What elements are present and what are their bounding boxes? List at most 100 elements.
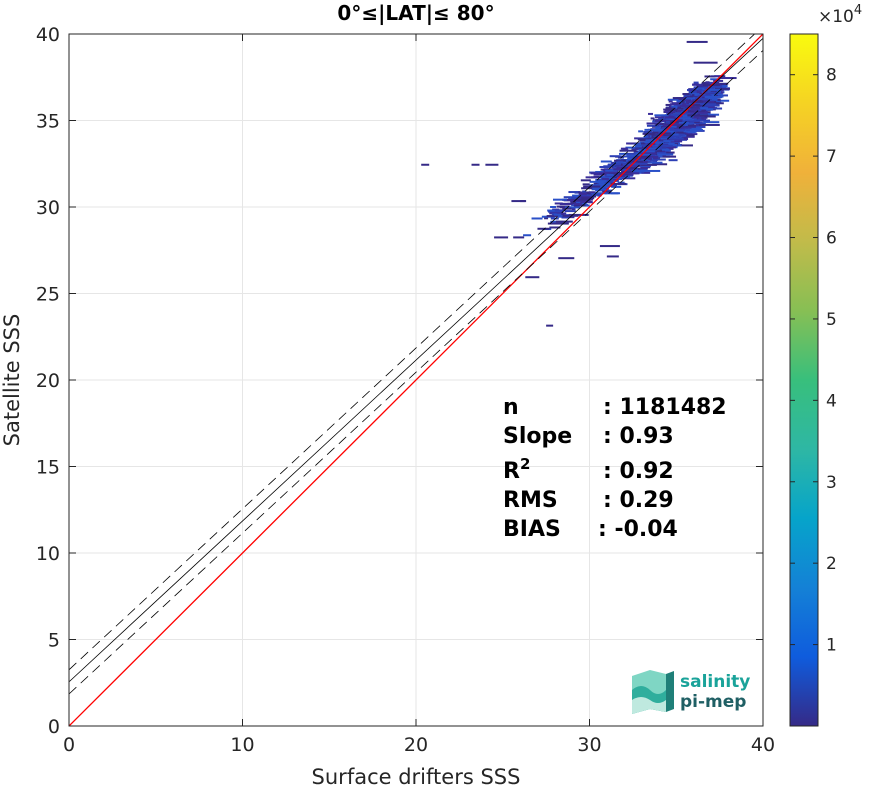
density-mark xyxy=(693,107,709,110)
density-mark xyxy=(612,162,621,165)
density-mark xyxy=(677,110,685,113)
density-mark xyxy=(631,162,648,165)
density-mark xyxy=(678,132,686,135)
density-mark xyxy=(701,82,706,85)
density-mark xyxy=(710,90,717,93)
density-mark xyxy=(592,193,602,196)
density-mark xyxy=(657,133,662,136)
density-mark xyxy=(599,183,611,186)
density-mark xyxy=(635,155,651,158)
density-mark xyxy=(713,79,724,82)
density-mark xyxy=(719,77,737,80)
density-mark xyxy=(692,98,701,101)
density-mark xyxy=(675,119,683,122)
fit-band-upper xyxy=(69,34,756,671)
density-mark xyxy=(656,139,667,142)
density-mark xyxy=(689,129,705,132)
density-mark xyxy=(674,115,689,118)
density-point xyxy=(686,134,695,137)
density-mark xyxy=(661,118,666,121)
density-mark xyxy=(630,168,647,171)
density-mark xyxy=(657,149,671,152)
density-mark xyxy=(549,226,561,229)
density-mark xyxy=(682,93,696,96)
density-mark xyxy=(709,82,715,85)
density-mark xyxy=(654,141,664,144)
density-point xyxy=(606,255,619,258)
density-mark xyxy=(681,98,690,101)
density-mark xyxy=(578,196,593,199)
density-mark xyxy=(595,189,613,192)
density-mark xyxy=(634,145,642,148)
density-mark xyxy=(672,133,679,136)
density-mark xyxy=(687,127,702,130)
density-mark xyxy=(660,144,673,147)
y-tick-label: 15 xyxy=(36,457,60,479)
density-mark xyxy=(568,191,581,194)
wave-icon xyxy=(632,670,674,714)
density-point xyxy=(513,236,525,239)
density-mark xyxy=(693,119,700,122)
density-mark xyxy=(547,209,561,212)
density-mark xyxy=(603,165,616,168)
density-mark xyxy=(596,187,607,190)
density-mark xyxy=(602,180,614,183)
logo-line2: pi-mep xyxy=(680,692,746,712)
density-mark xyxy=(689,95,699,98)
density-mark xyxy=(636,153,645,156)
density-mark xyxy=(659,132,671,135)
density-mark xyxy=(692,83,700,86)
density-mark xyxy=(680,130,697,133)
density-mark xyxy=(644,152,657,155)
density-mark xyxy=(617,168,627,171)
density-mark xyxy=(706,108,714,111)
colorbar-tick-label: 5 xyxy=(826,310,837,330)
density-mark xyxy=(677,117,692,120)
density-mark xyxy=(616,166,625,169)
density-mark xyxy=(671,102,682,105)
density-mark xyxy=(555,220,573,223)
density-mark xyxy=(664,116,680,119)
density-mark xyxy=(590,186,604,189)
density-point xyxy=(599,245,620,248)
density-mark xyxy=(627,157,633,160)
density-mark xyxy=(589,184,606,187)
density-mark xyxy=(563,199,579,202)
density-mark xyxy=(704,75,716,78)
density-point xyxy=(421,163,430,166)
density-mark xyxy=(646,124,658,127)
colorbar-tick-label: 3 xyxy=(826,473,837,493)
density-mark xyxy=(581,202,587,205)
density-mark xyxy=(644,134,651,137)
density-point xyxy=(485,163,499,166)
density-mark xyxy=(595,170,604,173)
y-tick-label: 40 xyxy=(36,24,60,46)
density-mark xyxy=(640,145,655,148)
density-mark xyxy=(655,128,672,131)
density-mark xyxy=(620,147,628,150)
colorbar-multiplier: ×104 xyxy=(818,3,862,27)
density-mark xyxy=(690,108,698,111)
density-mark xyxy=(568,197,575,200)
density-mark xyxy=(627,152,637,155)
y-tick-label: 30 xyxy=(36,197,60,219)
density-mark xyxy=(692,114,709,117)
density-point xyxy=(547,222,569,225)
density-mark xyxy=(621,177,636,180)
density-mark xyxy=(625,159,631,162)
density-mark xyxy=(677,135,695,138)
density-mark xyxy=(646,122,662,125)
density-mark xyxy=(675,144,693,147)
density-mark xyxy=(664,141,679,144)
density-mark xyxy=(523,234,532,237)
density-point xyxy=(525,276,540,279)
y-tick-label: 10 xyxy=(36,543,60,565)
density-mark xyxy=(546,215,561,218)
density-mark xyxy=(577,194,593,197)
density-mark xyxy=(695,123,702,126)
density-mark xyxy=(641,171,651,174)
density-mark xyxy=(686,124,697,127)
density-mark xyxy=(609,169,614,172)
density-mark xyxy=(588,191,595,194)
colorbar-tick-label: 4 xyxy=(826,391,837,411)
